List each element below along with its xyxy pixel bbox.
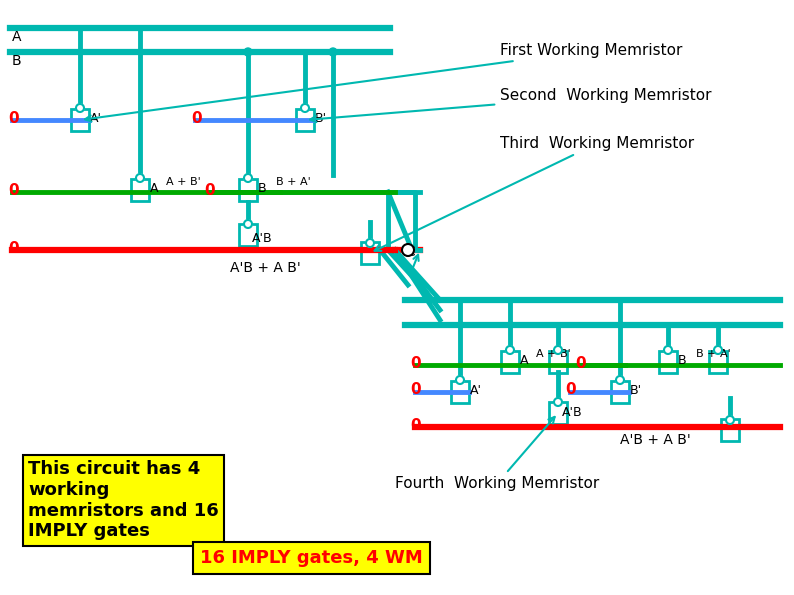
- Circle shape: [366, 239, 374, 247]
- Text: First Working Memristor: First Working Memristor: [85, 43, 682, 121]
- Circle shape: [726, 416, 734, 424]
- Text: A'B: A'B: [562, 406, 583, 419]
- Text: This circuit has 4
working
memristors and 16
IMPLY gates: This circuit has 4 working memristors an…: [28, 460, 219, 540]
- Bar: [721, 419, 739, 441]
- Text: B: B: [258, 181, 267, 195]
- Bar: [131, 179, 149, 201]
- Text: 0: 0: [410, 418, 421, 433]
- Text: 16 IMPLY gates, 4 WM: 16 IMPLY gates, 4 WM: [200, 549, 422, 567]
- Text: Third  Working Memristor: Third Working Memristor: [375, 136, 694, 251]
- Text: A: A: [12, 30, 21, 44]
- Text: C: C: [405, 245, 414, 259]
- Text: B: B: [678, 353, 687, 367]
- Text: A': A': [470, 384, 482, 396]
- Text: B': B': [630, 384, 642, 396]
- Circle shape: [76, 104, 84, 112]
- Circle shape: [402, 244, 414, 256]
- Text: B + A': B + A': [696, 349, 730, 359]
- Text: A + B': A + B': [166, 177, 201, 187]
- Text: Fourth  Working Memristor: Fourth Working Memristor: [395, 417, 599, 491]
- Text: A': A': [90, 111, 102, 124]
- Text: A'B + A B': A'B + A B': [620, 433, 691, 447]
- Text: A: A: [150, 181, 159, 195]
- Text: B': B': [315, 111, 327, 124]
- Text: 0: 0: [410, 383, 421, 397]
- Text: 0: 0: [565, 383, 576, 397]
- Circle shape: [554, 398, 562, 406]
- Bar: [296, 109, 314, 131]
- Circle shape: [554, 346, 562, 354]
- Text: 0: 0: [8, 240, 18, 255]
- Text: Second  Working Memristor: Second Working Memristor: [310, 88, 711, 122]
- Bar: [611, 381, 629, 403]
- Circle shape: [244, 48, 252, 56]
- Text: 0: 0: [8, 111, 18, 126]
- Bar: [451, 381, 469, 403]
- Bar: [361, 242, 379, 264]
- Text: B: B: [12, 54, 21, 68]
- Bar: [239, 224, 257, 246]
- Text: 0: 0: [191, 111, 202, 126]
- Bar: [549, 351, 567, 373]
- Bar: [71, 109, 89, 131]
- Bar: [549, 402, 567, 424]
- Bar: [709, 351, 727, 373]
- Text: 0: 0: [8, 183, 18, 198]
- Circle shape: [244, 174, 252, 182]
- Text: B + A': B + A': [276, 177, 310, 187]
- Circle shape: [329, 48, 337, 56]
- Circle shape: [301, 104, 309, 112]
- Bar: [659, 351, 677, 373]
- Circle shape: [664, 346, 672, 354]
- Text: 0: 0: [204, 183, 214, 198]
- Bar: [239, 179, 257, 201]
- Text: 0: 0: [575, 355, 586, 371]
- Circle shape: [136, 174, 144, 182]
- Circle shape: [506, 346, 514, 354]
- Circle shape: [456, 376, 464, 384]
- Circle shape: [616, 376, 624, 384]
- Text: A: A: [520, 353, 529, 367]
- Circle shape: [244, 220, 252, 228]
- Circle shape: [714, 346, 722, 354]
- Text: A + B': A + B': [536, 349, 571, 359]
- Text: A'B + A B': A'B + A B': [230, 261, 301, 275]
- Text: A'B: A'B: [252, 231, 272, 245]
- Text: 0: 0: [410, 355, 421, 371]
- Bar: [501, 351, 519, 373]
